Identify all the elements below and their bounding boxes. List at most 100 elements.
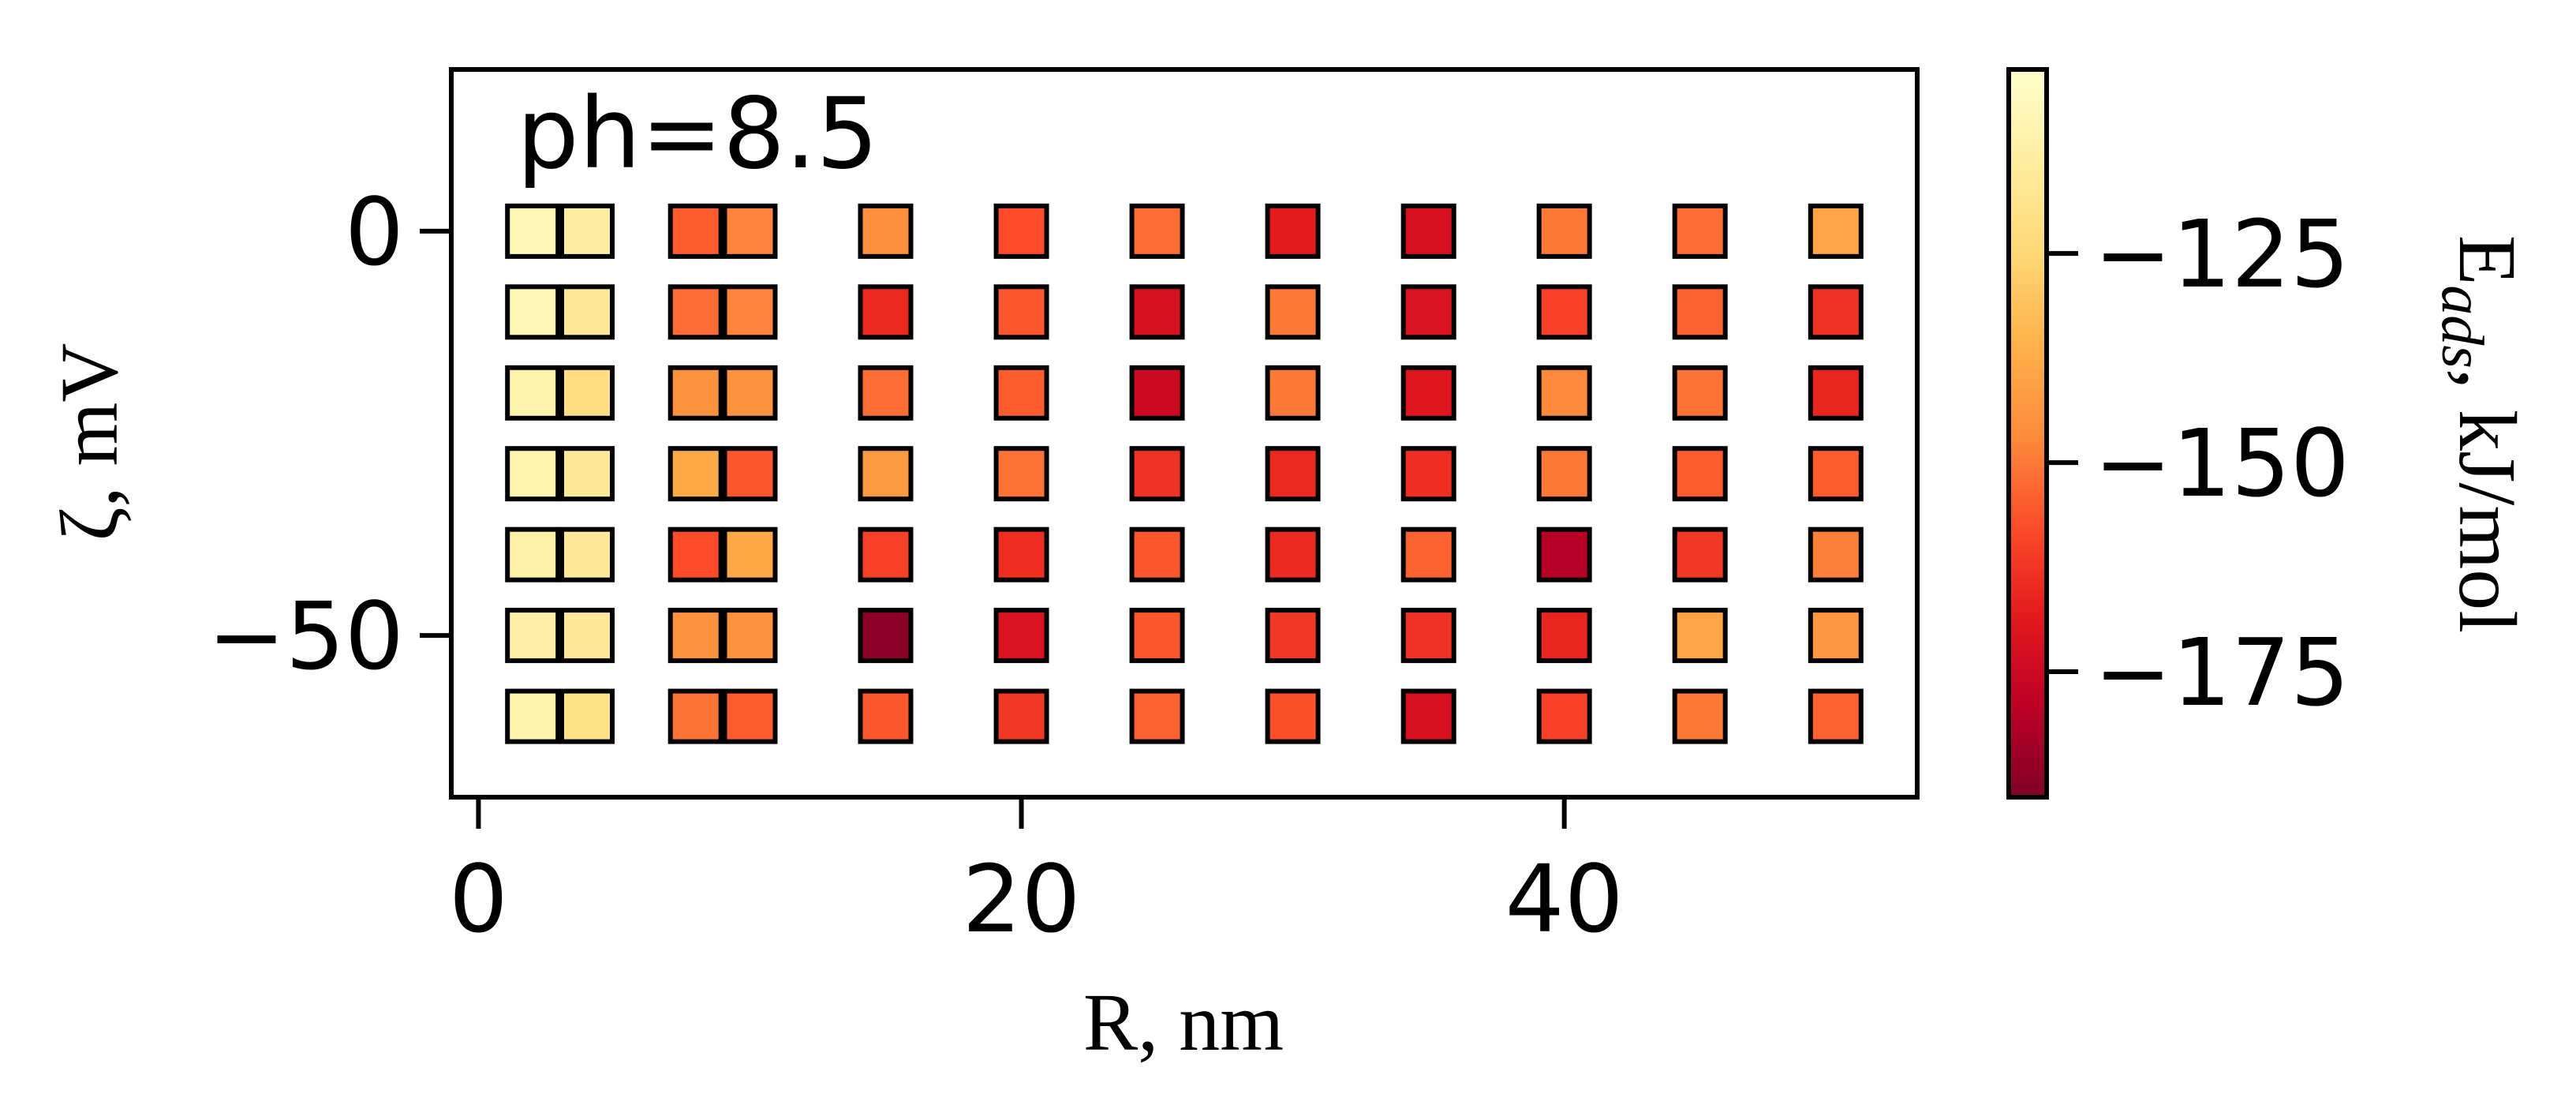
data-marker [1672,203,1728,259]
data-marker [1536,688,1592,744]
data-marker [505,365,561,421]
data-marker [993,608,1049,664]
data-marker [1265,526,1321,582]
data-marker [1265,608,1321,664]
data-marker [559,446,615,502]
data-marker [722,365,778,421]
data-marker [1129,608,1185,664]
x-tick-label: 0 [449,845,508,953]
data-marker [559,526,615,582]
data-marker [993,203,1049,259]
data-marker [667,608,723,664]
data-marker [993,526,1049,582]
colorbar-label: Eads, kJ/mol [2429,235,2533,633]
data-marker [1129,284,1185,340]
data-marker [559,608,615,664]
data-marker [858,688,914,744]
data-marker [1536,608,1592,664]
data-marker [667,365,723,421]
data-marker [722,608,778,664]
colorbar-ticks: −125 −150 −175 [2047,200,2350,727]
data-marker [1536,203,1592,259]
data-marker [1129,365,1185,421]
data-marker [1808,688,1864,744]
data-marker [1536,446,1592,502]
data-marker [1129,526,1185,582]
data-marker [1672,284,1728,340]
plot-frame [449,67,1920,800]
data-marker [559,688,615,744]
data-marker [667,284,723,340]
data-marker [667,526,723,582]
data-marker [1400,203,1456,259]
data-marker [1265,688,1321,744]
data-marker [722,688,778,744]
data-marker [1400,688,1456,744]
data-marker [858,284,914,340]
colorbar-label-main: E [2442,235,2533,286]
data-marker [858,365,914,421]
data-marker [1265,203,1321,259]
data-marker [858,446,914,502]
data-markers [505,203,1864,744]
x-axis: 0 20 40 [449,797,1624,953]
y-tick-label: 0 [345,178,404,287]
data-marker [1808,365,1864,421]
y-tick-label: −50 [208,582,404,691]
data-marker [1400,446,1456,502]
data-marker [1129,446,1185,502]
data-marker [505,608,561,664]
colorbar-tick-label: −125 [2094,200,2350,309]
data-marker [505,526,561,582]
data-marker [1808,526,1864,582]
colorbar-label-sub: ads [2429,285,2496,369]
data-marker [858,203,914,259]
y-axis: 0 −50 [208,178,451,691]
data-marker [858,608,914,664]
data-marker [1400,284,1456,340]
data-marker [722,203,778,259]
colorbar [2006,67,2049,800]
data-marker [1265,365,1321,421]
data-marker [1265,284,1321,340]
data-marker [993,284,1049,340]
data-marker [559,365,615,421]
data-marker [1129,203,1185,259]
x-tick-label: 40 [1505,845,1624,953]
data-marker [1672,608,1728,664]
data-marker [505,284,561,340]
data-marker [667,688,723,744]
data-marker [1808,608,1864,664]
colorbar-label-rest: , kJ/mol [2442,369,2533,633]
data-marker [559,203,615,259]
data-marker [1400,365,1456,421]
data-marker [667,446,723,502]
data-marker [1808,203,1864,259]
x-tick-label: 20 [962,845,1080,953]
annotation-ph: ph=8.5 [517,77,878,191]
data-marker [858,526,914,582]
colorbar-tick-label: −150 [2094,409,2350,518]
colorbar-tick-label: −175 [2094,618,2350,727]
data-marker [1265,446,1321,502]
data-marker [1808,284,1864,340]
data-marker [505,688,561,744]
data-marker [1129,688,1185,744]
data-marker [559,284,615,340]
data-marker [722,526,778,582]
data-marker [505,203,561,259]
data-marker [1400,526,1456,582]
data-marker [1536,365,1592,421]
data-marker [505,446,561,502]
data-marker [1536,284,1592,340]
x-axis-label: R, nm [1083,977,1284,1068]
y-axis-label: ζ, mV [44,343,135,541]
data-marker [722,446,778,502]
data-marker [1808,446,1864,502]
data-marker [993,446,1049,502]
data-marker [1400,608,1456,664]
data-marker [1672,526,1728,582]
data-marker [1672,688,1728,744]
data-marker [993,365,1049,421]
data-marker [1536,526,1592,582]
